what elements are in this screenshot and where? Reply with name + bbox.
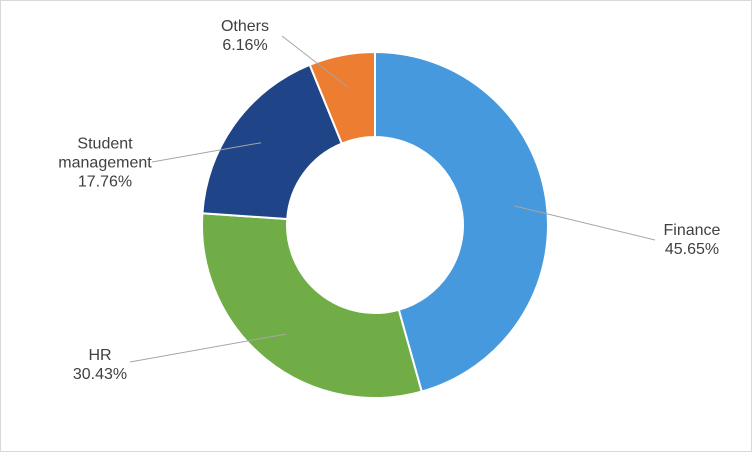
data-label: Student management 17.76% bbox=[50, 135, 160, 192]
donut-slice bbox=[201, 212, 423, 399]
value-label: 17.76% bbox=[77, 173, 133, 191]
leader-line bbox=[281, 35, 349, 88]
donut-slice bbox=[308, 50, 376, 145]
leader-line bbox=[151, 142, 262, 163]
category-label: Finance bbox=[663, 222, 721, 239]
leader-line bbox=[514, 205, 656, 241]
value-label: 6.16% bbox=[222, 37, 268, 54]
data-label: HR 30.43% bbox=[45, 346, 155, 384]
data-label: Others 6.16% bbox=[190, 17, 300, 55]
value-label: 30.43% bbox=[72, 366, 128, 383]
leader-line bbox=[129, 333, 287, 363]
donut-slice bbox=[201, 63, 344, 221]
donut-slice bbox=[374, 50, 549, 393]
category-label: Others bbox=[220, 18, 269, 35]
value-label: 45.65% bbox=[664, 241, 720, 258]
data-label: Finance 45.65% bbox=[637, 221, 747, 259]
category-label: HR bbox=[88, 347, 112, 364]
category-label: Student management bbox=[58, 135, 152, 172]
